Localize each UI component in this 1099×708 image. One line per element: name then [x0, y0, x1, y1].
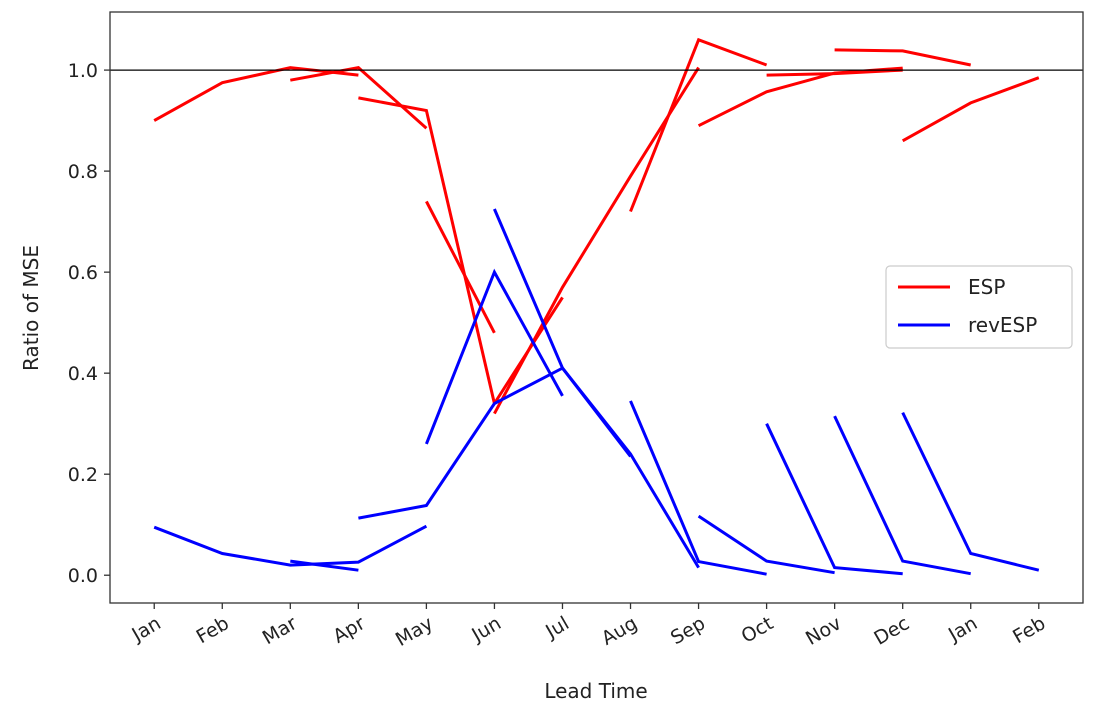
- series-revesp-line-2: [358, 366, 632, 520]
- x-tick-label: Jun: [467, 612, 505, 646]
- series-esp-line-3: [425, 200, 496, 334]
- series-revesp-line-4: [493, 208, 700, 569]
- legend-label-revesp: revESP: [968, 313, 1037, 337]
- x-tick-label: Jan: [944, 612, 981, 646]
- series-revesp-line-3: [425, 268, 564, 445]
- y-tick-label: 0.6: [68, 262, 98, 284]
- legend: ESP revESP: [885, 265, 1073, 349]
- x-tick-label: Feb: [1009, 612, 1049, 648]
- series-layer: [153, 37, 1040, 576]
- series-revesp-line-6: [697, 514, 835, 575]
- x-tick-label: Jul: [541, 612, 573, 643]
- legend-label-esp: ESP: [968, 275, 1005, 299]
- series-revesp-line-5: [629, 400, 767, 576]
- x-tick-label: Oct: [738, 612, 777, 647]
- plot-frame: [109, 11, 1084, 604]
- series-revesp-line-8: [833, 415, 971, 576]
- series-esp-line-5: [629, 37, 768, 213]
- series-revesp-line-7: [765, 423, 903, 576]
- series-esp-line-9: [901, 76, 1040, 143]
- y-tick-label: 0.2: [68, 464, 98, 486]
- x-tick-label: Sep: [667, 612, 709, 649]
- y-tick-label: 0.4: [68, 363, 98, 385]
- x-tick-label: Dec: [870, 612, 913, 649]
- series-esp-line-8: [834, 48, 972, 67]
- y-tick-label: 0.0: [68, 565, 98, 587]
- x-axis: Jan Feb Mar Apr May Jun Jul Aug Sep Oct Nov Dec Jan F…: [127, 603, 1049, 651]
- x-tick-label: Aug: [598, 612, 641, 650]
- y-axis-label: Ratio of MSE: [19, 245, 43, 371]
- x-tick-label: Mar: [259, 612, 301, 649]
- y-axis: 0.0 0.2 0.4 0.6 0.8 1.0: [68, 60, 110, 587]
- series-esp-line-6: [697, 66, 903, 128]
- series-revesp-line-0: [153, 524, 428, 567]
- x-tick-label: Jan: [127, 612, 164, 646]
- y-tick-label: 1.0: [68, 60, 98, 82]
- y-tick-label: 0.8: [68, 161, 98, 183]
- x-tick-label: Feb: [193, 612, 233, 648]
- series-revesp-line-9: [901, 411, 1040, 572]
- x-tick-label: Nov: [802, 612, 845, 650]
- x-tick-label: May: [392, 612, 437, 651]
- series-esp-line-1: [290, 65, 428, 130]
- series-revesp-line-1: [290, 559, 359, 572]
- x-axis-label: Lead Time: [544, 679, 647, 703]
- x-tick-label: Apr: [329, 612, 369, 648]
- series-esp-line-7: [766, 68, 903, 77]
- series-esp-line-0: [153, 66, 359, 122]
